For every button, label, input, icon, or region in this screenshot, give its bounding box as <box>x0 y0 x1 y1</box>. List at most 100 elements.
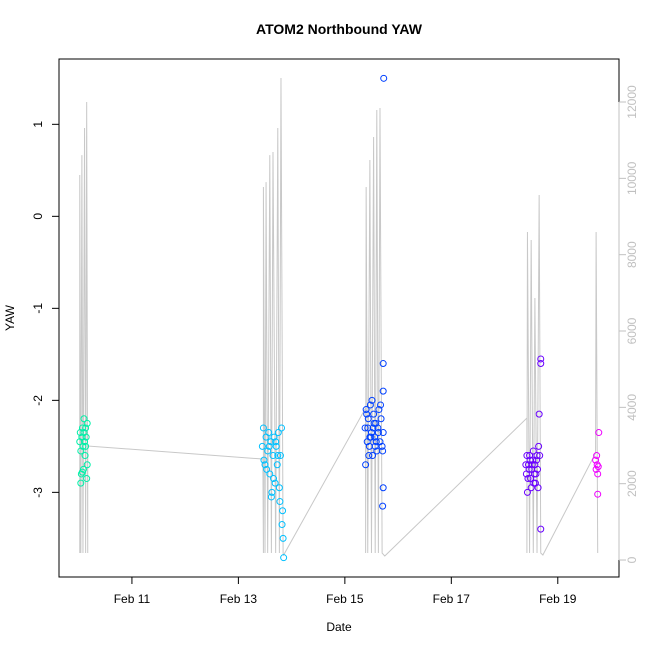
point <box>81 438 89 446</box>
point <box>372 438 380 446</box>
point <box>371 433 379 441</box>
point <box>593 452 601 460</box>
point <box>265 429 273 437</box>
point <box>80 415 88 423</box>
point <box>272 438 280 446</box>
point <box>78 424 86 432</box>
point <box>374 429 382 437</box>
point <box>594 470 602 478</box>
point <box>82 424 90 432</box>
point <box>535 442 543 450</box>
point <box>379 484 387 492</box>
point <box>530 479 538 487</box>
point <box>278 521 286 529</box>
point <box>534 484 542 492</box>
point <box>266 470 274 478</box>
point <box>77 479 85 487</box>
point <box>83 461 91 469</box>
point <box>83 419 91 427</box>
point <box>367 433 375 441</box>
point <box>361 424 369 432</box>
y-tick-label: -2 <box>31 395 45 406</box>
point <box>532 470 540 478</box>
point <box>364 415 372 423</box>
point <box>81 452 89 460</box>
y-tick-label: 1 <box>31 121 45 128</box>
point <box>537 525 545 533</box>
point <box>531 461 539 469</box>
x-tick-label: Feb 11 <box>114 592 151 606</box>
point <box>279 534 287 542</box>
point <box>83 475 91 483</box>
point <box>265 442 273 450</box>
point <box>276 498 284 506</box>
point <box>274 429 282 437</box>
point <box>258 442 266 450</box>
point <box>369 452 377 460</box>
point <box>377 415 385 423</box>
point <box>259 424 267 432</box>
point <box>528 461 536 469</box>
point <box>375 406 383 414</box>
point <box>272 442 280 450</box>
point <box>270 475 278 483</box>
point <box>274 452 282 460</box>
point <box>279 507 287 515</box>
y2-tick-label: 4000 <box>625 394 639 421</box>
point <box>379 502 387 510</box>
x-tick-label: Feb 17 <box>433 592 471 606</box>
point <box>528 465 536 473</box>
point <box>535 410 543 418</box>
point <box>527 475 535 483</box>
point <box>82 442 90 450</box>
y-axis-label: YAW <box>3 304 17 331</box>
point <box>371 442 379 450</box>
point <box>377 401 385 409</box>
point <box>370 419 378 427</box>
point <box>523 452 531 460</box>
point <box>362 461 370 469</box>
point <box>378 442 386 450</box>
line <box>79 78 599 557</box>
point <box>78 468 86 476</box>
point <box>273 461 281 469</box>
point <box>594 463 602 471</box>
point <box>594 490 602 498</box>
point <box>278 424 286 432</box>
point <box>260 456 268 464</box>
point <box>522 470 530 478</box>
point <box>529 447 537 455</box>
x-tick-label: Feb 15 <box>326 592 364 606</box>
point <box>271 479 279 487</box>
point <box>379 387 387 395</box>
point <box>379 447 387 455</box>
point <box>523 488 531 496</box>
y2-tick-label: 8000 <box>625 241 639 268</box>
point <box>536 452 544 460</box>
y-tick-label: -3 <box>31 487 45 498</box>
point <box>374 424 382 432</box>
point <box>270 433 278 441</box>
point <box>269 452 277 460</box>
x-axis-label: Date <box>326 620 352 634</box>
point <box>276 452 284 460</box>
point <box>275 484 283 492</box>
point <box>79 442 87 450</box>
point <box>264 447 272 455</box>
point <box>592 456 600 464</box>
point <box>524 475 532 483</box>
point <box>268 488 276 496</box>
y-tick-label: 0 <box>31 213 45 220</box>
point <box>364 424 372 432</box>
point <box>362 406 370 414</box>
y2-tick-label: 12000 <box>625 85 639 119</box>
y2-tick-label: 6000 <box>625 317 639 344</box>
y2-tick-label: 2000 <box>625 470 639 497</box>
point <box>365 452 373 460</box>
point <box>380 74 388 82</box>
point <box>533 452 541 460</box>
x-tick-label: Feb 19 <box>539 592 577 606</box>
point <box>267 493 275 501</box>
